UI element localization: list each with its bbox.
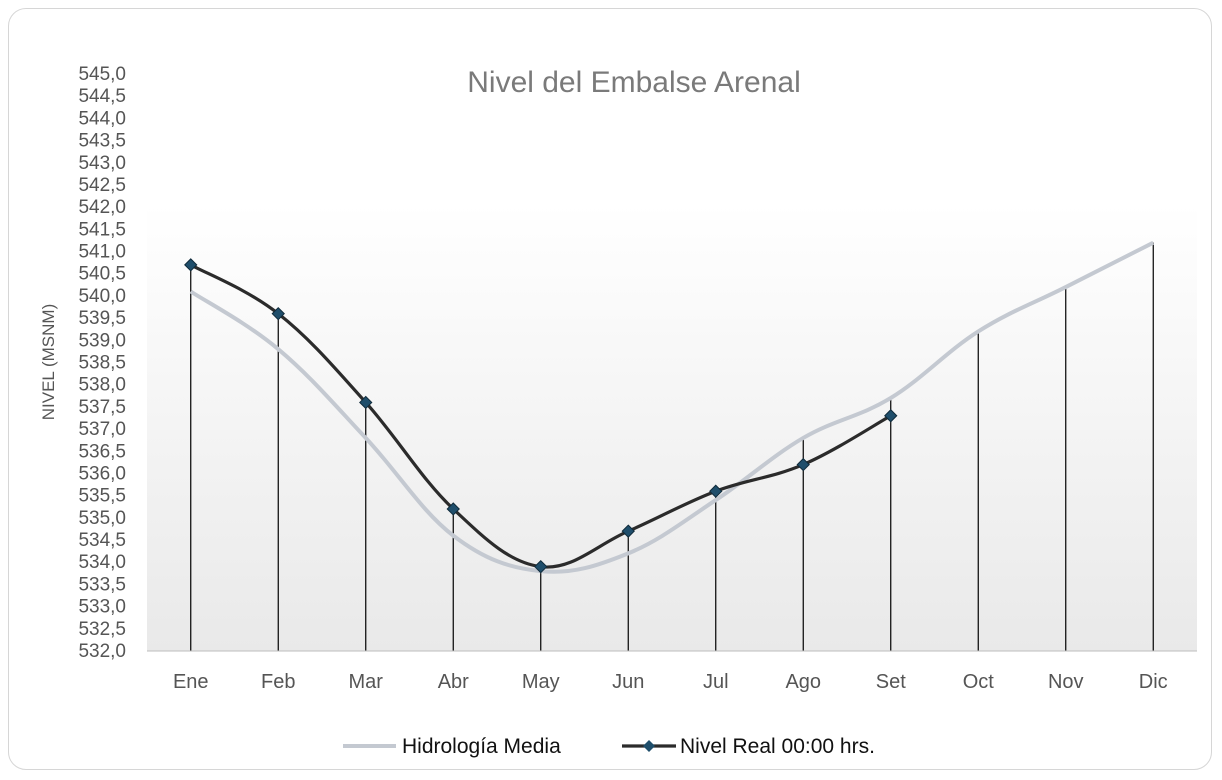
x-tick-label: Jun [612,671,644,693]
y-tick-label: 541,5 [78,219,126,240]
x-tick-label: Oct [963,671,995,693]
x-tick-label: Abr [438,671,469,693]
y-tick-label: 538,5 [78,353,126,374]
y-tick-label: 541,0 [78,242,126,263]
legend-marker [643,740,655,752]
y-tick-label: 540,0 [78,286,126,307]
legend-label: Hidrología Media [402,735,561,758]
x-tick-label: Mar [349,671,384,693]
legend: Hidrología Media Nivel Real 00:00 hrs. [343,735,875,758]
data-point-marker [884,409,898,423]
y-tick-label: 532,5 [78,619,126,640]
y-tick-label: 543,5 [78,131,126,152]
x-tick-label: Nov [1048,671,1084,693]
y-tick-label: 535,5 [78,486,126,507]
y-tick-label: 536,0 [78,463,126,484]
y-tick-label: 545,0 [78,64,126,85]
chart-title: Nivel del Embalse Arenal [467,66,801,99]
plot-area [147,204,1197,651]
x-tick-label: Dic [1139,671,1168,693]
y-tick-label: 537,0 [78,419,126,440]
y-axis-ticks: 532,0532,5533,0533,5534,0534,5535,0535,5… [78,64,126,662]
x-tick-label: Ene [173,671,209,693]
y-tick-label: 537,5 [78,397,126,418]
drop-lines [190,242,1154,651]
y-tick-label: 533,5 [78,574,126,595]
x-tick-label: May [522,671,560,693]
y-tick-label: 536,5 [78,441,126,462]
y-tick-label: 533,0 [78,597,126,618]
series-line [189,240,1155,574]
y-tick-label: 539,5 [78,308,126,329]
y-tick-label: 539,0 [78,330,126,351]
data-point-marker [446,502,460,516]
y-axis-label: NIVEL (MSNM) [39,304,58,421]
x-tick-label: Set [876,671,906,693]
series [184,240,1155,574]
y-tick-label: 544,0 [78,108,126,129]
x-axis-ticks: Ene Feb Mar Abr May Jun Jul Ago Set Oct Nov Dic [173,671,1168,693]
x-tick-label: Feb [261,671,295,693]
data-point-marker [271,306,285,321]
y-tick-label: 542,5 [78,175,126,196]
data-point-marker [534,559,548,574]
x-tick-label: Jul [703,671,729,693]
y-tick-label: 540,5 [78,264,126,285]
y-tick-label: 543,0 [78,153,126,174]
legend-label: Nivel Real 00:00 hrs. [680,735,875,758]
y-tick-label: 534,5 [78,530,126,551]
y-tick-label: 538,0 [78,375,126,396]
series-line [189,263,892,569]
data-point-marker [621,524,635,538]
y-tick-label: 532,0 [78,641,126,662]
y-tick-label: 544,5 [78,86,126,107]
x-tick-label: Ago [785,671,821,693]
data-point-marker [709,484,723,498]
y-tick-label: 534,0 [78,552,126,573]
data-point-marker [796,457,810,472]
data-point-marker [359,395,373,410]
data-point-marker [184,258,198,272]
y-tick-label: 542,0 [78,197,126,218]
y-tick-label: 535,0 [78,508,126,529]
